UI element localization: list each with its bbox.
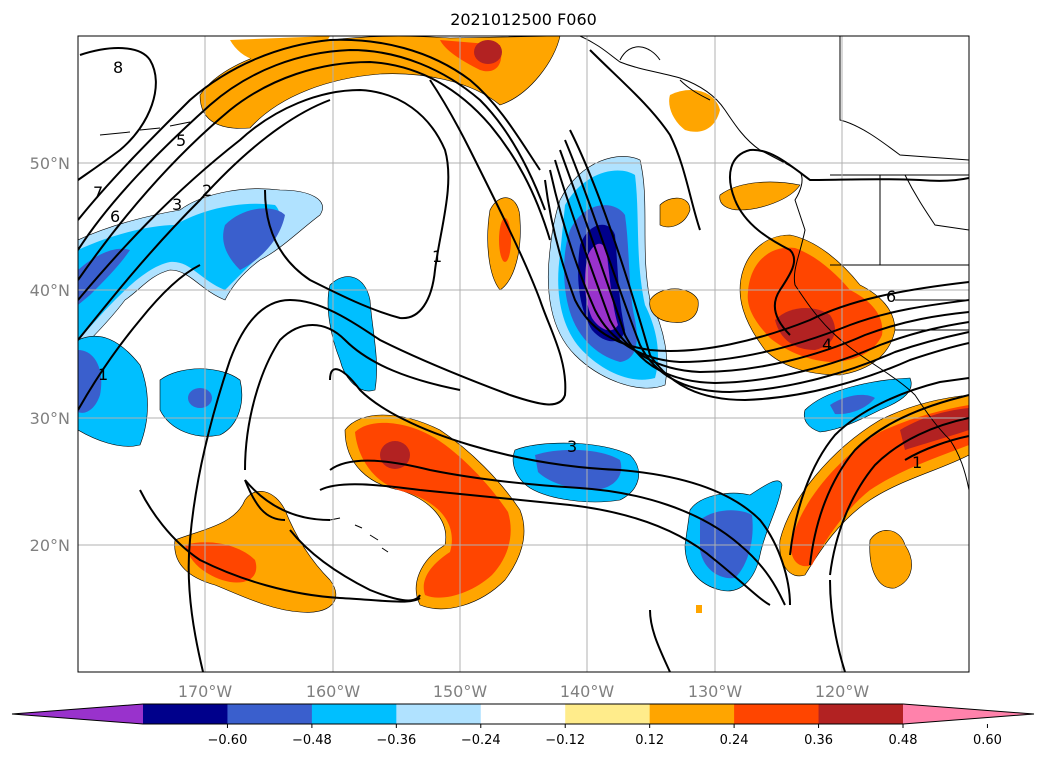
contour-label: 4 xyxy=(822,335,832,354)
latitude-labels: 50°N 40°N 30°N 20°N xyxy=(30,154,70,555)
contour-lines xyxy=(78,38,969,672)
contour-label: 8 xyxy=(113,58,123,77)
colorbar-outline xyxy=(11,703,1035,725)
lat-label: 40°N xyxy=(30,281,70,300)
coastlines xyxy=(99,36,969,553)
longitude-labels: 170°W 160°W 150°W 140°W 130°W 120°W xyxy=(178,682,870,701)
colorbar-segment xyxy=(227,704,313,724)
contour-label: 7 xyxy=(93,183,103,202)
lon-label: 120°W xyxy=(815,682,870,701)
colorbar-segment xyxy=(649,704,735,724)
colorbar-tick-label: −0.36 xyxy=(376,733,416,748)
gridlines xyxy=(78,36,969,672)
lon-label: 160°W xyxy=(306,682,361,701)
contour-label: 1 xyxy=(912,453,922,472)
map-title: 2021012500 F060 xyxy=(450,10,597,29)
contour-label: 1 xyxy=(432,247,442,266)
map-plot-area: 8 7 6 5 3 2 1 1 3 6 4 1 xyxy=(78,36,969,672)
contour-labels: 8 7 6 5 3 2 1 1 3 6 4 1 xyxy=(93,58,922,472)
contour-label: 3 xyxy=(567,437,577,456)
colorbar-segment xyxy=(311,704,397,724)
colorbar-extend-max xyxy=(903,704,1034,724)
colorbar-tick-label: 0.24 xyxy=(720,733,749,748)
contour-label: 5 xyxy=(176,131,186,150)
contour-label: 2 xyxy=(202,181,212,200)
colorbar-segment xyxy=(480,704,566,724)
colorbar-extend-min xyxy=(12,704,143,724)
lat-label: 20°N xyxy=(30,536,70,555)
contour-label: 3 xyxy=(172,195,182,214)
contour-label: 6 xyxy=(110,207,120,226)
colorbar-tick-label: 0.12 xyxy=(635,733,664,748)
lon-label: 170°W xyxy=(178,682,233,701)
lat-label: 30°N xyxy=(30,409,70,428)
colorbar-tick-label: −0.60 xyxy=(208,733,248,748)
lon-label: 150°W xyxy=(433,682,488,701)
colorbar-tick-label: −0.12 xyxy=(545,733,585,748)
contour-label: 6 xyxy=(886,287,896,306)
colorbar: −0.60 −0.48 −0.36 −0.24 −0.12 0.12 0.24 0.36 0.4… xyxy=(11,703,1035,748)
colorbar-tick-label: 0.36 xyxy=(804,733,833,748)
colorbar-segment xyxy=(734,704,820,724)
anomaly-shading xyxy=(78,36,969,613)
colorbar-tick-label: −0.24 xyxy=(461,733,501,748)
map-frame xyxy=(77,35,970,673)
colorbar-segment xyxy=(818,704,904,724)
contour-label: 1 xyxy=(98,365,108,384)
colorbar-segment xyxy=(396,704,482,724)
lat-label: 50°N xyxy=(30,154,70,173)
lon-label: 130°W xyxy=(688,682,743,701)
colorbar-segment xyxy=(565,704,651,724)
colorbar-tick-label: 0.60 xyxy=(973,733,1002,748)
colorbar-tick-label: −0.48 xyxy=(292,733,332,748)
colorbar-segment xyxy=(143,704,228,724)
colorbar-tick-label: 0.48 xyxy=(889,733,918,748)
lon-label: 140°W xyxy=(560,682,615,701)
